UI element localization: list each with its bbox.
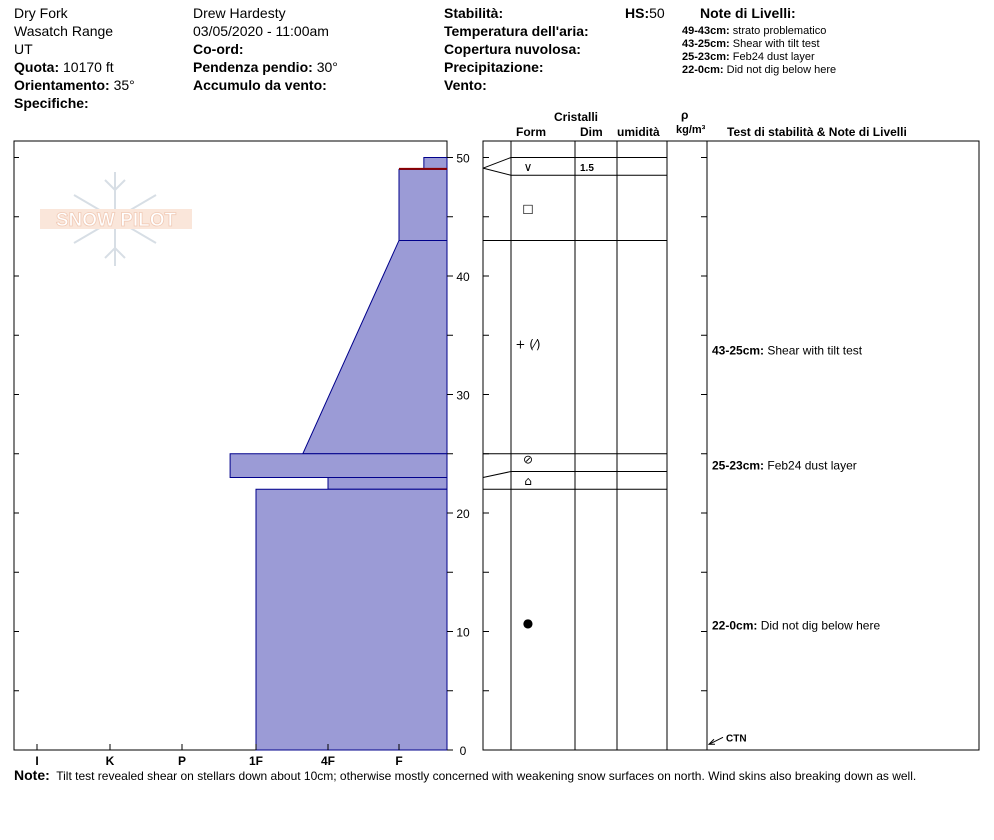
hardness-tick-label: P	[178, 754, 186, 768]
hardness-axis: I K P 1F 4F F	[35, 744, 403, 768]
layer-notes-title: Note di Livelli:	[700, 5, 796, 21]
crystal-forms: ∨ 1.5 □ + (⁄) ⊘ ⌂ ●	[515, 160, 594, 630]
hardness-tick-label: F	[395, 754, 402, 768]
layer-note-text: Feb24 dust layer	[732, 51, 815, 63]
elevation: Quota: 10170 ft	[14, 60, 114, 74]
footer-note-text: Tilt test revealed shear on stellars dow…	[56, 769, 917, 783]
height-tick-label: 20	[456, 507, 470, 521]
elevation-value: 10170 ft	[63, 59, 114, 75]
stability-note: 25-23cm: Feb24 dust layer	[712, 459, 857, 473]
test-arrowhead	[707, 738, 715, 745]
hardness-layer	[398, 168, 448, 241]
layer-connector	[482, 471, 512, 478]
hardness-tick-label: 4F	[321, 754, 335, 768]
hardness-layer	[255, 488, 448, 751]
height-tick-label: 40	[456, 270, 470, 284]
crystal-form-symbol: ∨	[524, 160, 533, 174]
layer-note-item: 49-43cm: strato problematico	[682, 26, 826, 37]
observation-datetime: 03/05/2020 - 11:00am	[193, 23, 329, 39]
air-temp-label: Temperatura dell'aria:	[444, 23, 589, 39]
layer-connector	[482, 157, 512, 169]
stability-note-text: Shear with tilt test	[767, 344, 862, 358]
stability-note-range: 43-25cm:	[712, 344, 767, 358]
density-unit-header: kg/m³	[676, 124, 706, 136]
hardness-tick-label: K	[106, 754, 115, 768]
layer-note-item: 43-25cm: Shear with tilt test	[682, 39, 820, 50]
hardness-layers	[229, 157, 448, 751]
mountain-range: Wasatch Range	[14, 23, 114, 39]
wind-label: Vento:	[444, 77, 487, 93]
crystal-size-value: 1.5	[580, 163, 594, 174]
size-header: Dim	[580, 125, 603, 139]
hardness-tick-label: 1F	[249, 754, 263, 768]
slope: Pendenza pendio: 30°	[193, 60, 338, 74]
hardness-layer	[229, 453, 448, 478]
stability-note-text: Did not dig below here	[761, 619, 881, 633]
slope-label: Pendenza pendio:	[193, 59, 313, 75]
crystal-form-symbol: + (⁄)	[515, 338, 540, 352]
moisture-header: umidità	[617, 125, 660, 139]
aspect-value: 35°	[113, 77, 135, 93]
location: Dry Fork	[14, 5, 68, 21]
hs-label: HS:	[625, 5, 650, 21]
crystal-form-symbol: ⊘	[523, 453, 533, 467]
crystal-form-symbol: ⌂	[524, 474, 532, 488]
stability-notes-header: Test di stabilità & Note di Livelli	[727, 125, 907, 139]
height-tick-label: 0	[460, 744, 467, 758]
aspect: Orientamento: 35°	[14, 78, 135, 92]
layer-connector	[482, 167, 512, 176]
layer-note-text: Shear with tilt test	[732, 38, 820, 50]
stability-note-range: 25-23cm:	[712, 459, 767, 473]
snow-height: HS:50	[625, 6, 665, 20]
wind-loading-label: Accumulo da vento:	[193, 77, 327, 93]
stability-note-text: Feb24 dust layer	[767, 459, 856, 473]
stability-note-range: 22-0cm:	[712, 619, 761, 633]
layer-note-text: Did not dig below here	[726, 64, 837, 76]
cloud-cover-label: Copertura nuvolosa:	[444, 41, 581, 57]
layer-note-range: 25-23cm:	[682, 51, 730, 63]
hs-value: 50	[649, 5, 665, 21]
stability-note: 22-0cm: Did not dig below here	[712, 619, 880, 633]
hardness-layer	[302, 239, 448, 455]
layer-note-text: strato problematico	[732, 25, 827, 37]
crystal-table	[482, 140, 980, 751]
snowpilot-logo: SNOW PILOT	[40, 172, 192, 266]
stability-label: Stabilità:	[444, 5, 504, 21]
layer-note-range: 49-43cm:	[682, 25, 730, 37]
layer-note-range: 43-25cm:	[682, 38, 730, 50]
crystal-form-symbol: ●	[523, 616, 533, 630]
coord-label: Co-ord:	[193, 41, 244, 57]
layer-boundary-lines	[482, 157, 667, 490]
rho-header: ρ	[681, 108, 689, 122]
height-tick-label: 10	[456, 626, 470, 640]
layer-note-item: 22-0cm: Did not dig below here	[682, 65, 836, 76]
slope-value: 30°	[316, 59, 338, 75]
aspect-label: Orientamento:	[14, 77, 110, 93]
hardness-layer	[423, 157, 448, 170]
hardness-layer	[327, 476, 448, 490]
layer-note-item: 25-23cm: Feb24 dust layer	[682, 52, 815, 63]
state: UT	[14, 41, 33, 57]
height-tick-label: 50	[456, 152, 470, 166]
height-axis: 0 10 20 30 40 50	[14, 152, 707, 758]
footer-note: Note: Tilt test revealed shear on stella…	[14, 768, 916, 782]
crystal-form-symbol: □	[522, 201, 533, 215]
layer-note-range: 22-0cm:	[682, 64, 724, 76]
precip-label: Precipitazione:	[444, 59, 544, 75]
form-header: Form	[516, 125, 546, 139]
stability-notes-column: 43-25cm: Shear with tilt test 25-23cm: Fe…	[707, 344, 880, 745]
height-tick-label: 30	[456, 389, 470, 403]
specifics-label: Specifiche:	[14, 95, 89, 111]
hardness-tick-label: I	[35, 754, 38, 768]
observer: Drew Hardesty	[193, 5, 286, 21]
crystals-header: Cristalli	[554, 110, 599, 124]
stability-test-label: CTN	[726, 733, 747, 744]
snowpilot-logo-text: SNOW PILOT	[56, 210, 177, 231]
stability-note: 43-25cm: Shear with tilt test	[712, 344, 863, 358]
elevation-label: Quota:	[14, 59, 60, 75]
test-pointer	[708, 736, 724, 745]
footer-note-label: Note:	[14, 767, 50, 783]
